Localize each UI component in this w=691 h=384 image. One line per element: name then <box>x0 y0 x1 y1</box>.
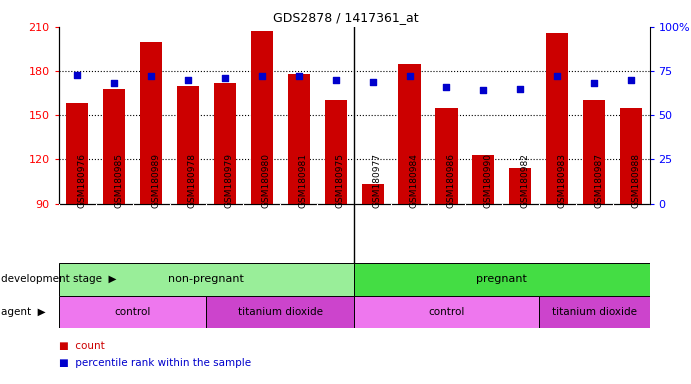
Bar <box>539 296 650 328</box>
Point <box>330 77 341 83</box>
Bar <box>546 33 568 204</box>
Bar <box>59 263 354 296</box>
Text: GSM180986: GSM180986 <box>446 153 455 208</box>
Text: GSM180981: GSM180981 <box>299 153 307 208</box>
Text: GSM180979: GSM180979 <box>225 153 234 208</box>
Bar <box>287 74 310 204</box>
Point <box>72 71 83 78</box>
Text: GSM180987: GSM180987 <box>594 153 603 208</box>
Text: GSM180977: GSM180977 <box>372 153 381 208</box>
Bar <box>361 184 384 204</box>
Text: control: control <box>115 307 151 317</box>
Text: agent  ▶: agent ▶ <box>1 307 46 317</box>
Text: GSM180975: GSM180975 <box>336 153 345 208</box>
Bar <box>214 83 236 204</box>
Text: ■  count: ■ count <box>59 341 104 351</box>
Text: titanium dioxide: titanium dioxide <box>238 307 323 317</box>
Text: control: control <box>428 307 464 317</box>
Text: GSM180985: GSM180985 <box>114 153 123 208</box>
Bar <box>354 263 650 296</box>
Text: GSM180990: GSM180990 <box>484 153 493 208</box>
Bar <box>140 41 162 204</box>
Bar <box>66 103 88 204</box>
Bar <box>59 296 207 328</box>
Bar <box>177 86 199 204</box>
Bar <box>583 101 605 204</box>
Bar <box>509 168 531 204</box>
Text: GSM180984: GSM180984 <box>410 153 419 208</box>
Bar <box>251 31 273 204</box>
Text: GSM180989: GSM180989 <box>151 153 160 208</box>
Text: non-pregnant: non-pregnant <box>169 274 245 285</box>
Text: ■  percentile rank within the sample: ■ percentile rank within the sample <box>59 358 251 368</box>
Text: GSM180982: GSM180982 <box>520 153 529 208</box>
Point <box>182 77 193 83</box>
Point <box>441 84 452 90</box>
Point <box>404 73 415 79</box>
Text: GDS2878 / 1417361_at: GDS2878 / 1417361_at <box>273 12 418 25</box>
Point <box>478 88 489 94</box>
Text: development stage  ▶: development stage ▶ <box>1 274 117 285</box>
Bar <box>325 101 347 204</box>
Bar <box>472 155 495 204</box>
Text: pregnant: pregnant <box>476 274 527 285</box>
Bar <box>354 296 539 328</box>
Point <box>589 80 600 86</box>
Bar <box>399 64 421 204</box>
Text: GSM180980: GSM180980 <box>262 153 271 208</box>
Point <box>256 73 267 79</box>
Point <box>293 73 304 79</box>
Bar <box>103 89 125 204</box>
Point <box>625 77 636 83</box>
Bar <box>207 296 354 328</box>
Text: titanium dioxide: titanium dioxide <box>551 307 636 317</box>
Point <box>146 73 157 79</box>
Point <box>367 79 378 85</box>
Point <box>219 75 230 81</box>
Bar <box>620 108 642 204</box>
Point <box>551 73 562 79</box>
Bar <box>435 108 457 204</box>
Point <box>108 80 120 86</box>
Text: GSM180988: GSM180988 <box>631 153 640 208</box>
Text: GSM180978: GSM180978 <box>188 153 197 208</box>
Point <box>515 86 526 92</box>
Text: GSM180983: GSM180983 <box>557 153 566 208</box>
Text: GSM180976: GSM180976 <box>77 153 86 208</box>
